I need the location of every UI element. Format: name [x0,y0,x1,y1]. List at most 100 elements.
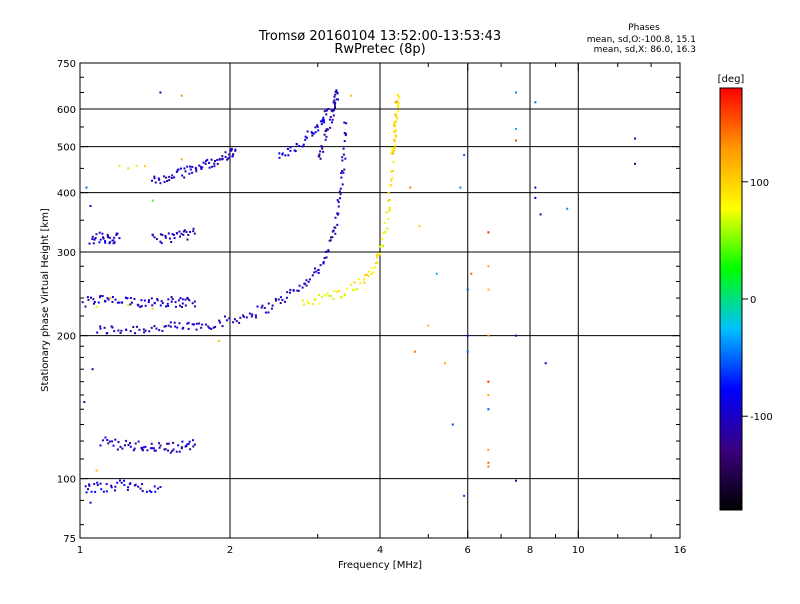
echo-point [357,278,360,281]
echo-point [515,139,518,142]
echo-point [229,149,232,152]
echo-point [388,184,391,187]
echo-point [120,481,123,484]
echo-point [238,321,241,324]
echo-point [335,98,338,101]
echo-point [99,482,102,485]
echo-point [234,149,237,152]
echo-point [98,231,101,234]
echo-point [106,439,109,442]
echo-point [388,206,391,209]
echo-point [169,325,172,328]
echo-point [325,128,328,131]
echo-point [233,318,236,321]
echo-point [213,165,216,168]
echo-point [333,95,336,98]
echo-point [297,289,300,292]
echo-point [108,440,111,443]
echo-point [164,448,167,451]
echo-point [318,294,320,297]
echo-point [463,494,466,497]
echo-point [166,179,169,182]
echo-point [281,299,284,302]
echo-point [180,94,183,97]
echo-point [208,326,211,329]
echo-point [151,304,154,307]
echo-point [96,481,99,484]
echo-point [254,314,257,317]
echo-point [167,324,170,327]
echo-point [311,274,314,277]
x-tick-label: 2 [227,545,233,556]
echo-point [150,491,153,494]
echo-point [289,288,292,291]
echo-point [335,89,338,92]
echo-point [137,304,140,307]
echo-point [339,193,342,196]
echo-point [333,99,336,102]
echo-point [110,484,113,487]
echo-point [157,177,160,180]
echo-point [226,158,229,161]
echo-point [487,334,490,337]
echo-point [139,306,142,309]
x-tick-label: 8 [527,545,533,556]
echo-point [332,298,335,301]
echo-point [284,300,287,303]
echo-point [333,102,336,105]
echo-point [143,299,146,302]
echo-point [279,302,282,305]
echo-point [284,154,287,157]
echo-point [181,440,184,443]
echo-point [235,320,238,323]
echo-point [287,154,290,157]
echo-point [89,204,92,207]
echo-point [138,328,141,331]
echo-point [191,302,194,305]
echo-point [328,239,331,242]
echo-point [427,324,430,327]
echo-point [311,303,314,306]
echo-point [143,331,146,334]
echo-point [167,449,170,452]
echo-point [515,334,518,337]
echo-point [187,442,190,445]
echo-point [88,484,91,487]
echo-point [267,311,270,314]
echo-point [210,327,213,330]
echo-point [94,237,97,240]
echo-point [172,441,175,444]
echo-point [337,98,340,101]
echo-point [111,296,114,299]
echo-point [232,153,235,156]
echo-point [374,262,377,265]
echo-point [336,223,339,226]
echo-point [337,205,340,208]
echo-point [117,440,120,443]
echo-point [395,120,398,123]
echo-point [154,490,157,493]
echo-point [159,233,162,236]
echo-point [119,445,122,448]
echo-point [168,237,171,240]
echo-point [515,91,518,94]
echo-point [395,115,398,118]
echo-point [325,256,328,259]
echo-point [318,153,321,156]
colorbar-unit-label: [deg] [718,74,745,85]
echo-point [344,157,347,160]
echo-point [134,332,137,335]
echo-point [385,211,388,214]
echo-point [137,440,140,443]
echo-point [108,242,111,245]
echo-point [281,152,284,155]
echo-point [418,225,421,228]
echo-point [388,209,391,212]
echo-point [334,226,337,229]
echo-point [114,438,117,441]
echo-point [181,302,184,305]
x-tick-label: 6 [465,545,471,556]
echo-point [228,156,231,159]
echo-point [305,279,308,282]
echo-point [301,286,304,289]
